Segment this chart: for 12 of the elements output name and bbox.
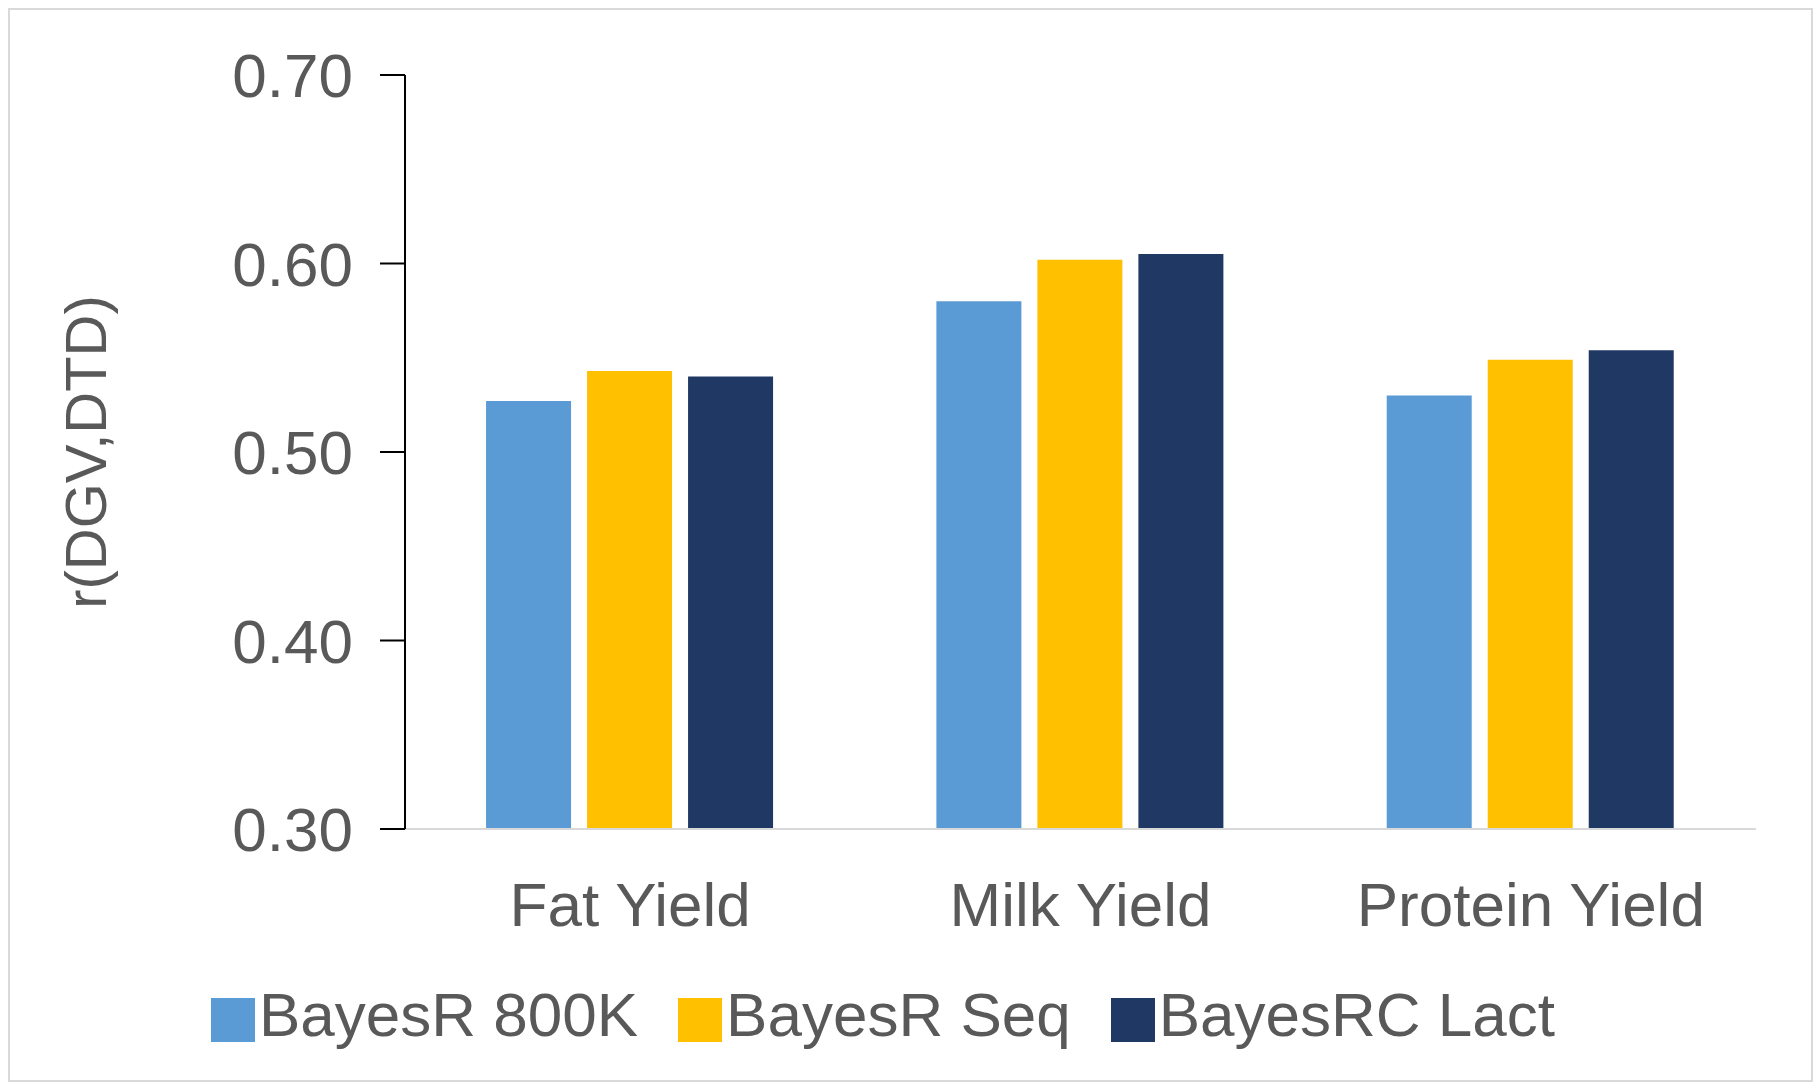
y-tick-label: 0.60	[232, 229, 353, 299]
legend-label: BayesR Seq	[726, 980, 1071, 1049]
y-tick-label: 0.50	[232, 418, 353, 488]
y-tick-label: 0.70	[232, 41, 353, 111]
x-tick-label: Milk Yield	[949, 870, 1212, 940]
y-tick-label: 0.30	[232, 795, 353, 865]
legend-label: BayesRC Lact	[1158, 980, 1556, 1049]
legend-label: BayesR 800K	[258, 980, 639, 1049]
y-tick-label: 0.40	[232, 606, 353, 676]
x-tick-label: Fat Yield	[509, 870, 751, 940]
x-tick-label: Protein Yield	[1356, 870, 1705, 940]
y-axis-title: r(DGV,DTD)	[52, 295, 118, 609]
